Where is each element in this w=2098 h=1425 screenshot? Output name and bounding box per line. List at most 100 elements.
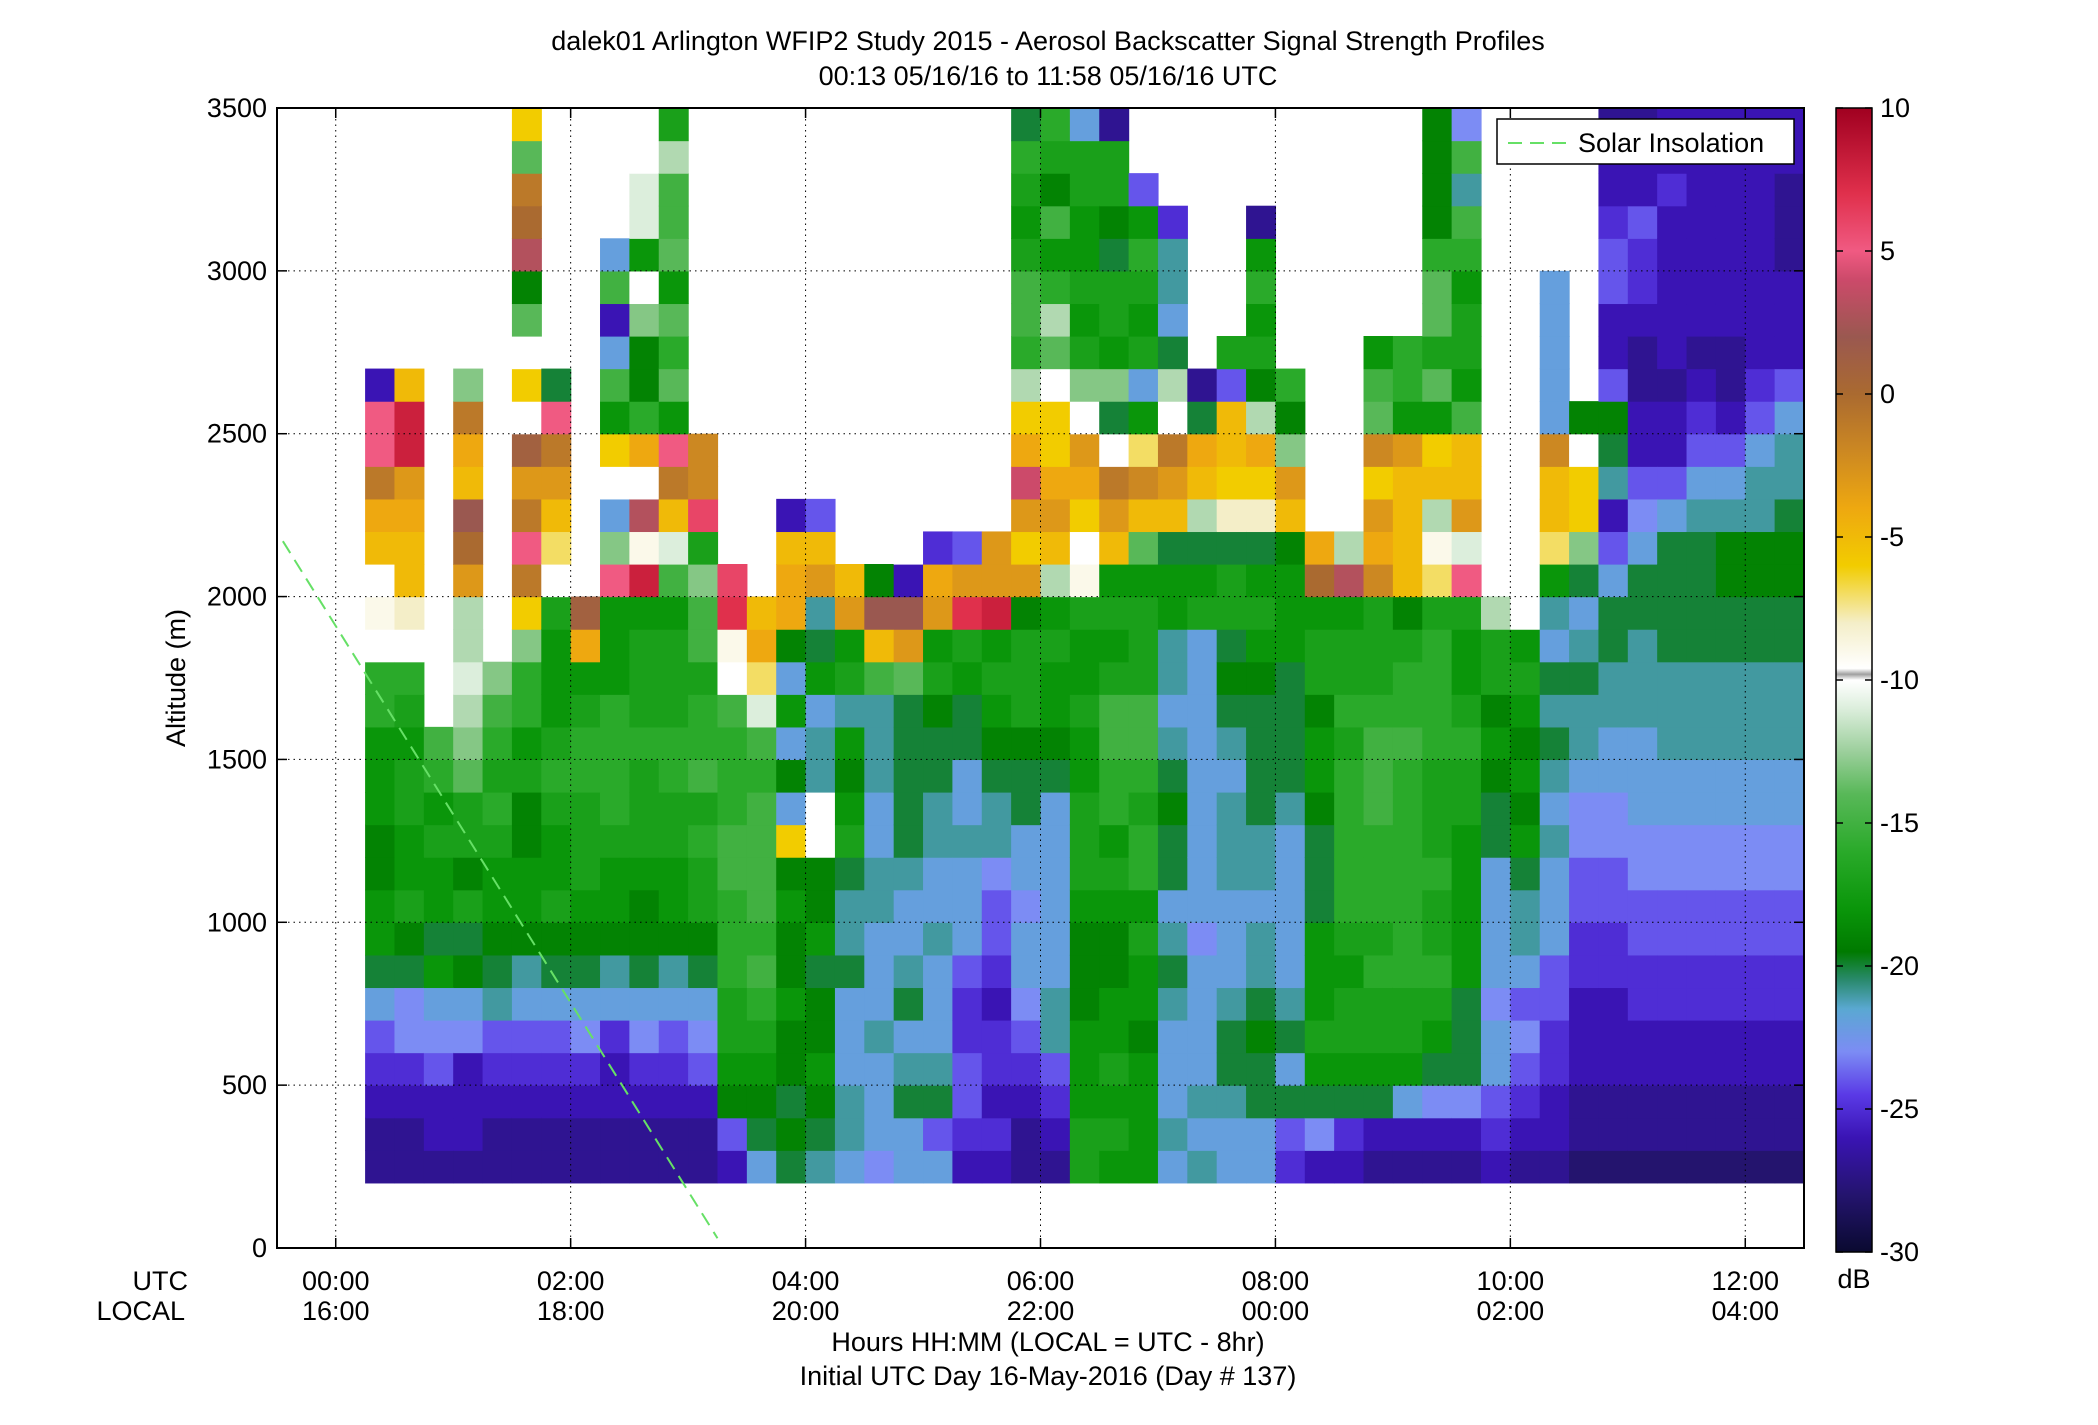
x-tick-label-utc: 02:00 [537, 1266, 605, 1296]
heatmap-cell [1040, 466, 1071, 500]
heatmap-cell [1627, 759, 1658, 793]
heatmap-cell [746, 922, 777, 956]
heatmap-cell [365, 824, 396, 858]
heatmap-cell [541, 401, 572, 435]
heatmap-cell [1539, 889, 1570, 923]
heatmap-cell [1627, 270, 1658, 305]
heatmap-cell [1216, 401, 1247, 435]
heatmap-cell [1451, 205, 1482, 239]
heatmap-cell [1921, 694, 1951, 727]
chart-subtitle: 00:13 05/16/16 to 11:58 05/16/16 UTC [819, 61, 1278, 91]
heatmap-cell [1921, 1020, 1951, 1053]
heatmap-cell [629, 1117, 660, 1151]
heatmap-cell [1774, 368, 1804, 402]
heatmap-cell [1686, 922, 1717, 956]
heatmap-cell [1951, 369, 1981, 402]
heatmap-cell [1804, 499, 1834, 532]
heatmap-cell [1804, 759, 1834, 792]
heatmap-cell [1980, 662, 2010, 695]
y-tick-label: 1000 [207, 907, 267, 937]
heatmap-cell [1187, 987, 1218, 1021]
heatmap-cell [1392, 531, 1423, 565]
heatmap-cell [1099, 108, 1130, 142]
heatmap-cell [1011, 1150, 1042, 1184]
heatmap-cell [1157, 596, 1188, 630]
heatmap-cell [1774, 922, 1804, 956]
heatmap-cell [1128, 1150, 1159, 1184]
heatmap-cell [1569, 1085, 1600, 1119]
heatmap-cell [1921, 727, 1951, 760]
heatmap-cell [981, 1150, 1012, 1184]
heatmap-cell [1951, 987, 1981, 1020]
heatmap-cell [1598, 889, 1629, 923]
heatmap-cell [2010, 662, 2040, 695]
heatmap-cell [1246, 303, 1277, 337]
heatmap-cell [1069, 466, 1100, 500]
heatmap-cell [1011, 108, 1042, 142]
heatmap-cell [629, 661, 660, 695]
heatmap-cell [688, 661, 719, 695]
heatmap-cell [1804, 271, 1834, 304]
heatmap-cell [1627, 1052, 1658, 1086]
heatmap-cell [629, 238, 660, 272]
heatmap-cell [453, 596, 484, 630]
heatmap-cell [2068, 336, 2098, 369]
heatmap-cell [1363, 596, 1394, 630]
heatmap-cell [952, 889, 983, 923]
heatmap-cell [1451, 564, 1482, 598]
heatmap-cell [2068, 955, 2098, 988]
heatmap-cell [1246, 368, 1277, 402]
heatmap-cell [1275, 498, 1306, 533]
heatmap-cell [1392, 759, 1423, 793]
heatmap-cell [1598, 336, 1629, 370]
heatmap-cell [1275, 1117, 1306, 1151]
heatmap-cell [482, 661, 513, 695]
heatmap-cell [1657, 1052, 1688, 1086]
heatmap-cell [1569, 792, 1600, 826]
heatmap-cell [1304, 1052, 1335, 1086]
heatmap-cell [570, 1117, 601, 1151]
heatmap-cell [600, 661, 630, 695]
heatmap-cell [1951, 662, 1981, 695]
heatmap-cell [629, 726, 660, 761]
heatmap-cell [1569, 596, 1600, 630]
heatmap-cell [1275, 1085, 1306, 1119]
heatmap-cell [805, 889, 836, 923]
heatmap-cell [2010, 564, 2040, 597]
heatmap-cell [1040, 629, 1071, 663]
heatmap-cell [1539, 401, 1570, 435]
heatmap-cell [1892, 336, 1922, 369]
heatmap-cell [394, 531, 425, 565]
heatmap-cell [1422, 759, 1453, 793]
heatmap-cell [1715, 531, 1746, 565]
heatmap-cell [1745, 531, 1776, 565]
heatmap-cell [1128, 694, 1159, 728]
heatmap-cell [1745, 270, 1776, 305]
heatmap-cell [1627, 531, 1658, 565]
heatmap-cell [1451, 954, 1482, 989]
heatmap-cell [1774, 726, 1804, 761]
heatmap-cell [1951, 857, 1981, 890]
heatmap-cell [394, 889, 425, 923]
heatmap-cell [629, 629, 660, 663]
heatmap-cell [1774, 401, 1804, 435]
heatmap-cell [1774, 564, 1804, 598]
heatmap-cell [1569, 857, 1600, 891]
heatmap-cell [1627, 466, 1658, 500]
heatmap-cell [1715, 336, 1746, 370]
heatmap-cell [1128, 303, 1159, 337]
heatmap-cell [1451, 1117, 1482, 1151]
heatmap-cell [629, 368, 660, 402]
heatmap-cell [1775, 43, 1805, 76]
heatmap-cell [1657, 303, 1688, 337]
heatmap-cell [629, 140, 660, 174]
heatmap-cell [1539, 336, 1570, 370]
heatmap-cell [394, 629, 425, 663]
heatmap-cell [1745, 401, 1776, 435]
heatmap-cell [923, 857, 954, 891]
heatmap-cell [1774, 661, 1804, 695]
heatmap-cell [511, 824, 542, 858]
heatmap-cell [365, 694, 396, 728]
heatmap-cell [1422, 1150, 1453, 1184]
heatmap-cell [893, 1052, 924, 1086]
